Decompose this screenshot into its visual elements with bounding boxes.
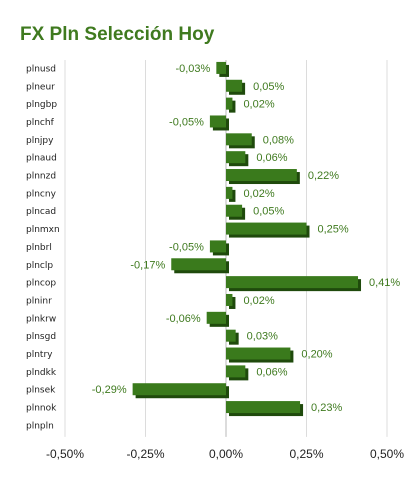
data-label: 0,41%: [369, 277, 400, 289]
data-label: 0,03%: [247, 331, 278, 343]
category-label: plnnok: [26, 404, 57, 414]
chart-x-axis: -0,50% -0,25% 0,00% 0,25% 0,50%: [46, 447, 404, 461]
data-label: 0,20%: [301, 349, 332, 361]
category-label: plnkrw: [26, 314, 56, 324]
category-label: plncop: [26, 279, 56, 289]
data-label: 0,08%: [263, 134, 294, 146]
chart-bars: -0,03% 0,05% 0,02% -0,05% 0,08% 0,06% 0,22% 0,0…: [92, 61, 400, 417]
bar: [226, 401, 301, 414]
data-label: 0,25%: [318, 224, 349, 236]
category-label: plndkk: [26, 368, 57, 378]
category-label: plnaud: [26, 154, 57, 164]
category-label: plnnzd: [26, 172, 56, 182]
bar: [171, 258, 226, 271]
category-label: plnmxn: [26, 225, 60, 235]
data-label: 0,05%: [253, 81, 284, 93]
category-label: plncny: [26, 189, 57, 199]
x-tick-label: -0,50%: [46, 447, 84, 461]
category-label: plnpln: [26, 421, 54, 431]
bar: [226, 133, 252, 146]
bar: [226, 169, 297, 182]
category-label: plnjpy: [26, 136, 54, 146]
category-label: plnclp: [26, 261, 53, 271]
bar: [226, 276, 359, 289]
data-label: 0,05%: [253, 206, 284, 218]
data-label: -0,05%: [169, 116, 204, 128]
category-label: plnsek: [26, 386, 56, 396]
x-tick-label: -0,25%: [126, 447, 164, 461]
bar: [226, 97, 233, 110]
data-label: 0,02%: [243, 99, 274, 111]
bar: [226, 186, 233, 199]
bar: [209, 115, 226, 128]
data-label: -0,29%: [92, 384, 127, 396]
bar: [226, 347, 291, 360]
bar: [132, 383, 226, 396]
chart-title: FX Pln Selección Hoy: [20, 24, 215, 45]
data-label: -0,05%: [169, 241, 204, 253]
bar: [216, 61, 226, 74]
category-label: plngbp: [26, 100, 57, 110]
x-tick-label: 0,00%: [209, 447, 243, 461]
chart-category-labels: plnusd plneur plngbp plnchf plnjpy plnaud plnn…: [26, 64, 60, 431]
bar: [226, 79, 243, 92]
category-label: plnbrl: [26, 243, 52, 253]
bar: [209, 240, 226, 253]
bar: [226, 204, 243, 217]
data-label: 0,02%: [243, 188, 274, 200]
category-label: plnsgd: [26, 332, 56, 342]
bar: [226, 365, 246, 378]
data-label: 0,22%: [308, 170, 339, 182]
bar: [226, 151, 246, 164]
bar: [206, 311, 226, 324]
x-tick-label: 0,50%: [370, 447, 404, 461]
category-label: plntry: [26, 350, 53, 360]
data-label: -0,03%: [175, 63, 210, 75]
data-label: 0,06%: [256, 152, 287, 164]
x-tick-label: 0,25%: [289, 447, 323, 461]
category-label: plninr: [26, 296, 52, 306]
bar: [226, 293, 233, 306]
bar: [226, 222, 307, 235]
category-label: plnchf: [26, 118, 55, 128]
category-label: plnusd: [26, 64, 56, 74]
data-label: -0,17%: [130, 259, 165, 271]
data-label: -0,06%: [166, 313, 201, 325]
data-label: 0,23%: [311, 402, 342, 414]
category-label: plneur: [26, 82, 55, 92]
data-label: 0,02%: [243, 295, 274, 307]
bar: [226, 329, 236, 342]
data-label: 0,06%: [256, 366, 287, 378]
category-label: plncad: [26, 207, 56, 217]
